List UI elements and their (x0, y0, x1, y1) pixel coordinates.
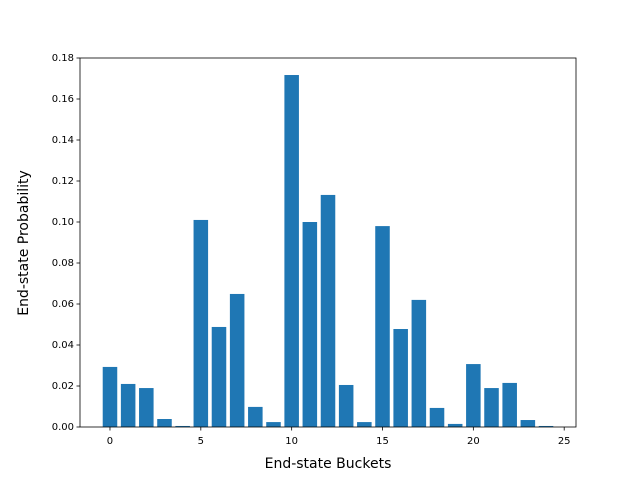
y-tick-label: 0.10 (52, 217, 74, 228)
bar (538, 425, 554, 427)
x-tick-label: 25 (558, 436, 571, 447)
bar (520, 420, 536, 427)
y-tick-label: 0.00 (52, 422, 74, 433)
bar (284, 75, 299, 427)
bar (338, 384, 354, 427)
y-tick-label: 0.02 (52, 381, 74, 392)
x-tick-label: 0 (107, 436, 113, 447)
bar (466, 364, 481, 427)
bar (229, 293, 245, 427)
bar (357, 422, 372, 427)
x-tick-label: 5 (198, 436, 204, 447)
y-tick-label: 0.12 (52, 176, 74, 187)
bar (320, 194, 336, 427)
bar (447, 423, 463, 427)
bar (120, 383, 136, 427)
y-tick-label: 0.08 (52, 258, 74, 269)
bar (411, 299, 427, 427)
bar (102, 366, 118, 427)
y-axis-label: End-state Probability (16, 170, 32, 316)
bar (429, 407, 445, 427)
y-tick-label: 0.06 (52, 299, 74, 310)
bar (302, 222, 318, 427)
bar (484, 388, 499, 427)
x-tick-label: 10 (285, 436, 298, 447)
bar (211, 326, 227, 427)
bar (157, 419, 172, 427)
bar (193, 219, 209, 427)
x-axis-label: End-state Buckets (265, 456, 392, 472)
bar (502, 382, 517, 427)
bar (175, 425, 190, 427)
y-tick-label: 0.16 (52, 94, 74, 105)
bar (248, 406, 263, 427)
bar (139, 388, 154, 427)
y-tick-label: 0.18 (52, 53, 74, 64)
x-tick-label: 15 (376, 436, 389, 447)
bar (375, 226, 390, 427)
y-tick-label: 0.14 (52, 135, 74, 146)
y-tick-label: 0.04 (52, 340, 74, 351)
bar (266, 422, 281, 427)
bar (393, 329, 408, 427)
plot-frame (79, 57, 577, 428)
x-tick-label: 20 (467, 436, 480, 447)
